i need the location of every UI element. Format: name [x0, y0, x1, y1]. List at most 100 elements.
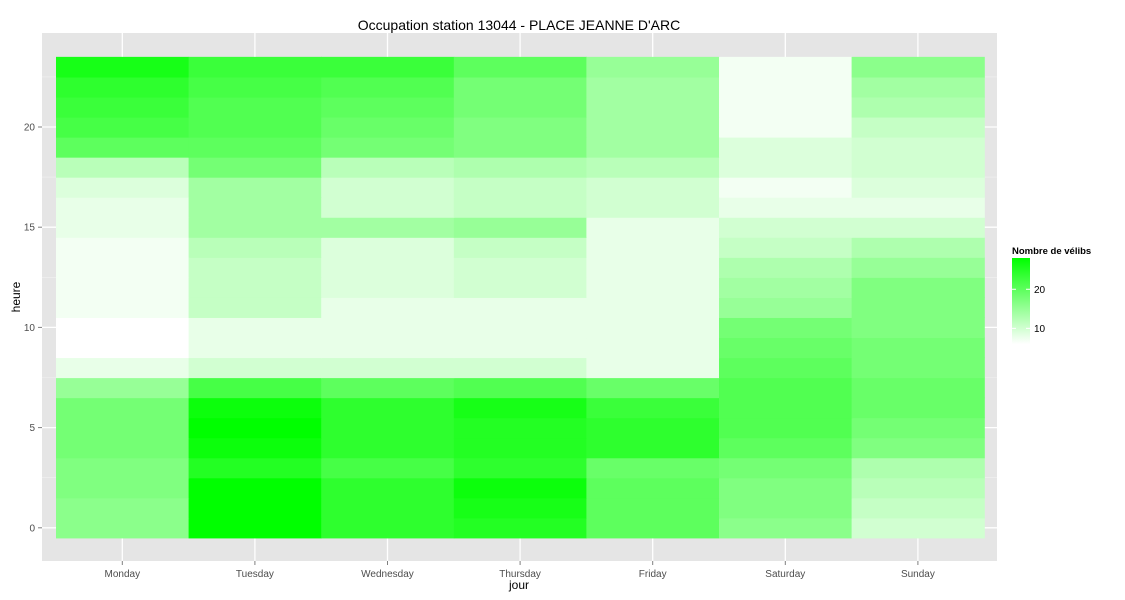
y-tick-label: 5: [29, 423, 35, 434]
heatmap-tile: [719, 157, 853, 178]
heatmap-tile: [321, 297, 455, 318]
heatmap-tile: [719, 116, 853, 138]
heatmap-tile: [56, 197, 190, 218]
heatmap-tile: [586, 56, 720, 78]
heatmap-tile: [719, 517, 853, 539]
x-axis-title: jour: [508, 578, 529, 592]
heatmap-tile: [719, 417, 853, 439]
heatmap-tile: [188, 437, 322, 459]
heatmap-tile: [719, 96, 853, 118]
heatmap-tile: [719, 217, 853, 238]
heatmap-tile: [453, 277, 587, 298]
heatmap-tile: [851, 257, 985, 278]
heatmap-tile: [586, 297, 720, 318]
heatmap-tile: [321, 317, 455, 339]
heatmap-tile: [851, 357, 985, 379]
heatmap-tile: [56, 237, 190, 258]
heatmap-tile: [321, 357, 455, 379]
heatmap-tile: [56, 157, 190, 178]
x-axis-ticks: Monday Tuesday Wednesday Thursday Friday Satu…: [105, 561, 935, 580]
heatmap-tile: [851, 177, 985, 198]
heatmap-tile: [453, 337, 587, 359]
heatmap-tile: [719, 477, 853, 499]
heatmap-tile: [851, 96, 985, 118]
heatmap-tile: [851, 457, 985, 479]
heatmap-tile: [851, 437, 985, 459]
heatmap-tile: [321, 217, 455, 238]
x-tick-label: Sunday: [901, 569, 935, 580]
heatmap-tile: [719, 357, 853, 379]
heatmap-tile: [719, 137, 853, 158]
heatmap-tile: [453, 116, 587, 138]
heatmap-tile: [586, 257, 720, 278]
heatmap-tile: [851, 157, 985, 178]
x-tick-label: Wednesday: [361, 569, 414, 580]
heatmap-tile: [453, 397, 587, 419]
heatmap-tile: [321, 197, 455, 218]
legend-ticks: 10 20: [1012, 285, 1046, 335]
heatmap-tile: [188, 257, 322, 278]
heatmap-tile: [188, 477, 322, 499]
heatmap-tile: [453, 457, 587, 479]
heatmap-tile: [586, 357, 720, 379]
heatmap-tile: [719, 297, 853, 318]
y-tick-label: 0: [29, 523, 35, 534]
heatmap-tile: [188, 237, 322, 258]
heatmap-tile: [453, 56, 587, 78]
heatmap-tile: [56, 337, 190, 359]
heatmap-tile: [56, 377, 190, 399]
heatmap-tile: [851, 497, 985, 519]
legend-colorbar: [1012, 258, 1030, 344]
heatmap-tile: [586, 157, 720, 178]
heatmap-tile: [321, 477, 455, 499]
heatmap-tile: [453, 497, 587, 519]
legend: Nombre de vélibs 10 20: [1012, 246, 1091, 344]
heatmap-tile: [586, 417, 720, 439]
heatmap-tile: [851, 76, 985, 98]
heatmap-tile: [453, 137, 587, 158]
heatmap-tile: [719, 237, 853, 258]
heatmap-tile: [453, 237, 587, 258]
heatmap-tile: [321, 96, 455, 118]
heatmap-tile: [321, 497, 455, 519]
legend-tick-label: 10: [1034, 324, 1046, 335]
heatmap-tile: [586, 217, 720, 238]
y-axis-title: heure: [9, 281, 23, 312]
heatmap-tile: [321, 277, 455, 298]
heatmap-tile: [56, 497, 190, 519]
heatmap-tile: [453, 517, 587, 539]
heatmap-tile: [586, 517, 720, 539]
heatmap-tile: [321, 257, 455, 278]
heatmap-tile: [851, 417, 985, 439]
heatmap-tile: [851, 477, 985, 499]
heatmap-tile: [586, 437, 720, 459]
heatmap-tile: [453, 96, 587, 118]
heatmap-tile: [321, 517, 455, 539]
heatmap-tile: [188, 76, 322, 98]
heatmap-tile: [851, 517, 985, 539]
heatmap-tile: [851, 397, 985, 419]
heatmap-tile: [321, 116, 455, 138]
heatmap-tile: [56, 417, 190, 439]
heatmap-tile: [453, 76, 587, 98]
heatmap-tile: [851, 337, 985, 359]
heatmap-tile: [586, 137, 720, 158]
heatmap-tile: [56, 137, 190, 158]
heatmap-tile: [586, 116, 720, 138]
heatmap-tile: [188, 317, 322, 339]
heatmap-tile: [321, 76, 455, 98]
heatmap-tile: [719, 317, 853, 339]
heatmap-tile: [586, 317, 720, 339]
heatmap-tile: [719, 457, 853, 479]
y-tick-label: 10: [24, 323, 36, 334]
heatmap-tile: [851, 217, 985, 238]
heatmap-tile: [586, 397, 720, 419]
heatmap-tile: [719, 337, 853, 359]
x-tick-label: Friday: [639, 569, 667, 580]
heatmap-tile: [321, 377, 455, 399]
heatmap-tile: [56, 76, 190, 98]
heatmap-tile: [851, 237, 985, 258]
heatmap-tile: [56, 517, 190, 539]
heatmap-tile: [56, 177, 190, 198]
